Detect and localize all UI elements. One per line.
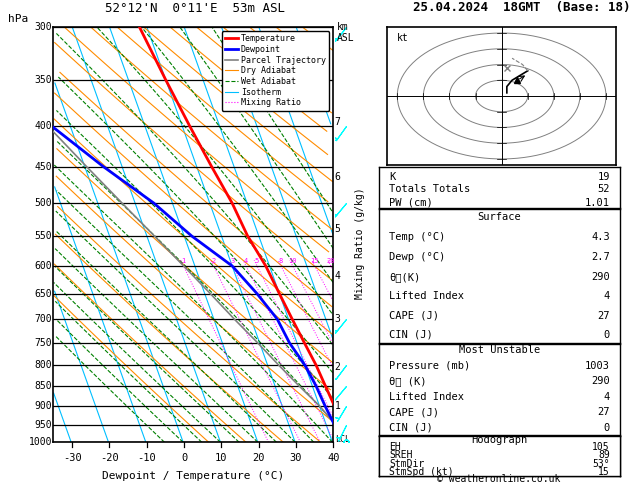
- Text: -10: -10: [137, 452, 156, 463]
- Text: -20: -20: [100, 452, 119, 463]
- Text: 700: 700: [35, 314, 52, 324]
- Text: 4: 4: [335, 271, 341, 281]
- Text: 20: 20: [326, 258, 335, 264]
- Text: 2: 2: [211, 258, 216, 264]
- Text: Pressure (mb): Pressure (mb): [389, 361, 470, 370]
- Text: SREH: SREH: [389, 451, 413, 460]
- Text: 0: 0: [604, 423, 610, 433]
- Text: 19: 19: [598, 172, 610, 182]
- Text: 10: 10: [215, 452, 228, 463]
- Text: K: K: [389, 172, 395, 182]
- Text: 105: 105: [593, 442, 610, 452]
- Text: 2: 2: [335, 362, 341, 371]
- Text: © weatheronline.co.uk: © weatheronline.co.uk: [437, 474, 560, 484]
- Text: 2.7: 2.7: [591, 252, 610, 262]
- Text: Hodograph: Hodograph: [471, 436, 528, 446]
- Text: 1.01: 1.01: [585, 198, 610, 208]
- Text: 5: 5: [255, 258, 259, 264]
- Text: CAPE (J): CAPE (J): [389, 407, 439, 417]
- Text: 4: 4: [604, 291, 610, 301]
- Text: 1000: 1000: [28, 437, 52, 447]
- Text: 6: 6: [335, 172, 341, 182]
- Text: CAPE (J): CAPE (J): [389, 311, 439, 321]
- Text: 27: 27: [598, 407, 610, 417]
- Text: -30: -30: [63, 452, 82, 463]
- Text: 900: 900: [35, 401, 52, 411]
- Text: 1003: 1003: [585, 361, 610, 370]
- Text: 3: 3: [335, 314, 341, 324]
- Text: Temp (°C): Temp (°C): [389, 232, 445, 242]
- Text: 450: 450: [35, 162, 52, 172]
- Text: PW (cm): PW (cm): [389, 198, 433, 208]
- Text: 25.04.2024  18GMT  (Base: 18): 25.04.2024 18GMT (Base: 18): [413, 0, 629, 14]
- Text: StmDir: StmDir: [389, 459, 424, 469]
- Text: 750: 750: [35, 338, 52, 348]
- Text: 30: 30: [290, 452, 303, 463]
- Text: 600: 600: [35, 261, 52, 271]
- Text: 0: 0: [604, 330, 610, 340]
- Text: LCL: LCL: [335, 435, 350, 444]
- Text: Hodograph: Hodograph: [471, 435, 528, 445]
- Text: 4.3: 4.3: [591, 232, 610, 242]
- Text: 550: 550: [35, 231, 52, 241]
- Text: Dewpoint / Temperature (°C): Dewpoint / Temperature (°C): [103, 471, 284, 481]
- Text: 53°: 53°: [593, 459, 610, 469]
- Text: 950: 950: [35, 419, 52, 430]
- Text: km
ASL: km ASL: [337, 22, 354, 43]
- Text: Lifted Index: Lifted Index: [389, 392, 464, 401]
- Text: 1: 1: [335, 400, 341, 411]
- Text: 5: 5: [335, 224, 341, 234]
- Text: θᴇ(K): θᴇ(K): [389, 272, 420, 282]
- Text: hPa: hPa: [8, 14, 28, 24]
- Text: 8: 8: [279, 258, 283, 264]
- Text: 800: 800: [35, 360, 52, 370]
- Text: 500: 500: [35, 198, 52, 208]
- Text: 4: 4: [604, 392, 610, 401]
- Text: 300: 300: [35, 22, 52, 32]
- Text: 1: 1: [181, 258, 186, 264]
- Legend: Temperature, Dewpoint, Parcel Trajectory, Dry Adiabat, Wet Adiabat, Isotherm, Mi: Temperature, Dewpoint, Parcel Trajectory…: [221, 31, 329, 110]
- Text: 3: 3: [230, 258, 235, 264]
- Text: CIN (J): CIN (J): [389, 330, 433, 340]
- Text: EH: EH: [389, 442, 401, 452]
- Text: Most Unstable: Most Unstable: [459, 345, 540, 355]
- Text: 290: 290: [591, 376, 610, 386]
- Text: 27: 27: [598, 311, 610, 321]
- Text: Lifted Index: Lifted Index: [389, 291, 464, 301]
- Text: 4: 4: [244, 258, 248, 264]
- Text: 650: 650: [35, 289, 52, 298]
- Text: 7: 7: [335, 117, 341, 127]
- Text: kt: kt: [398, 33, 409, 43]
- Text: Totals Totals: Totals Totals: [389, 184, 470, 194]
- Text: Surface: Surface: [477, 212, 521, 222]
- Text: 15: 15: [311, 258, 319, 264]
- Text: 89: 89: [598, 451, 610, 460]
- Text: Hodograph: Hodograph: [471, 436, 528, 446]
- Text: 52: 52: [598, 184, 610, 194]
- Text: 850: 850: [35, 381, 52, 391]
- Text: 10: 10: [289, 258, 297, 264]
- Text: Mixing Ratio (g/kg): Mixing Ratio (g/kg): [355, 187, 365, 299]
- Text: 290: 290: [591, 272, 610, 282]
- Text: StmSpd (kt): StmSpd (kt): [389, 467, 454, 477]
- Text: 52°12'N  0°11'E  53m ASL: 52°12'N 0°11'E 53m ASL: [105, 2, 285, 15]
- Text: 15: 15: [598, 467, 610, 477]
- Text: CIN (J): CIN (J): [389, 423, 433, 433]
- Text: θᴇ (K): θᴇ (K): [389, 376, 426, 386]
- Text: 40: 40: [327, 452, 340, 463]
- Text: 0: 0: [181, 452, 187, 463]
- Text: 350: 350: [35, 75, 52, 85]
- Text: 20: 20: [252, 452, 265, 463]
- Text: Dewp (°C): Dewp (°C): [389, 252, 445, 262]
- Text: 400: 400: [35, 121, 52, 131]
